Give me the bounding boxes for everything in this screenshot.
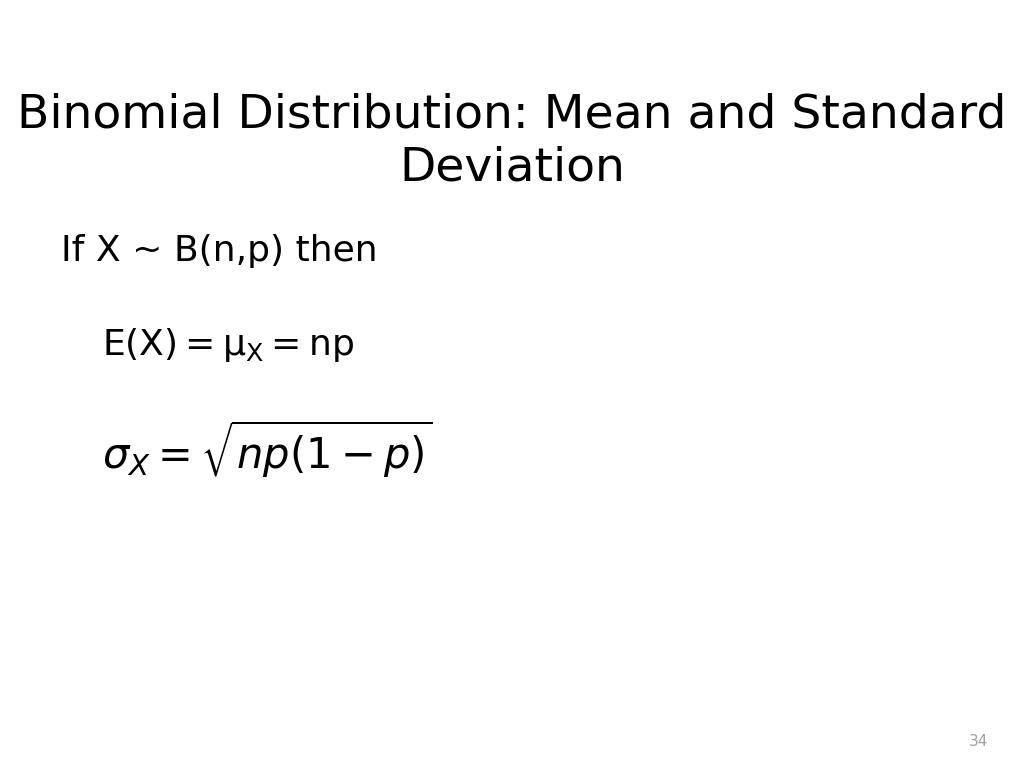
Text: If X ~ B(n,p) then: If X ~ B(n,p) then	[61, 234, 378, 268]
Text: 34: 34	[969, 733, 988, 749]
Text: Binomial Distribution: Mean and Standard
Deviation: Binomial Distribution: Mean and Standard…	[17, 92, 1007, 191]
Text: $\mathrm{E(X) = \mu_X = np}$: $\mathrm{E(X) = \mu_X = np}$	[102, 326, 354, 364]
Text: $\sigma_X = \sqrt{np(1-p)}$: $\sigma_X = \sqrt{np(1-p)}$	[102, 419, 433, 480]
